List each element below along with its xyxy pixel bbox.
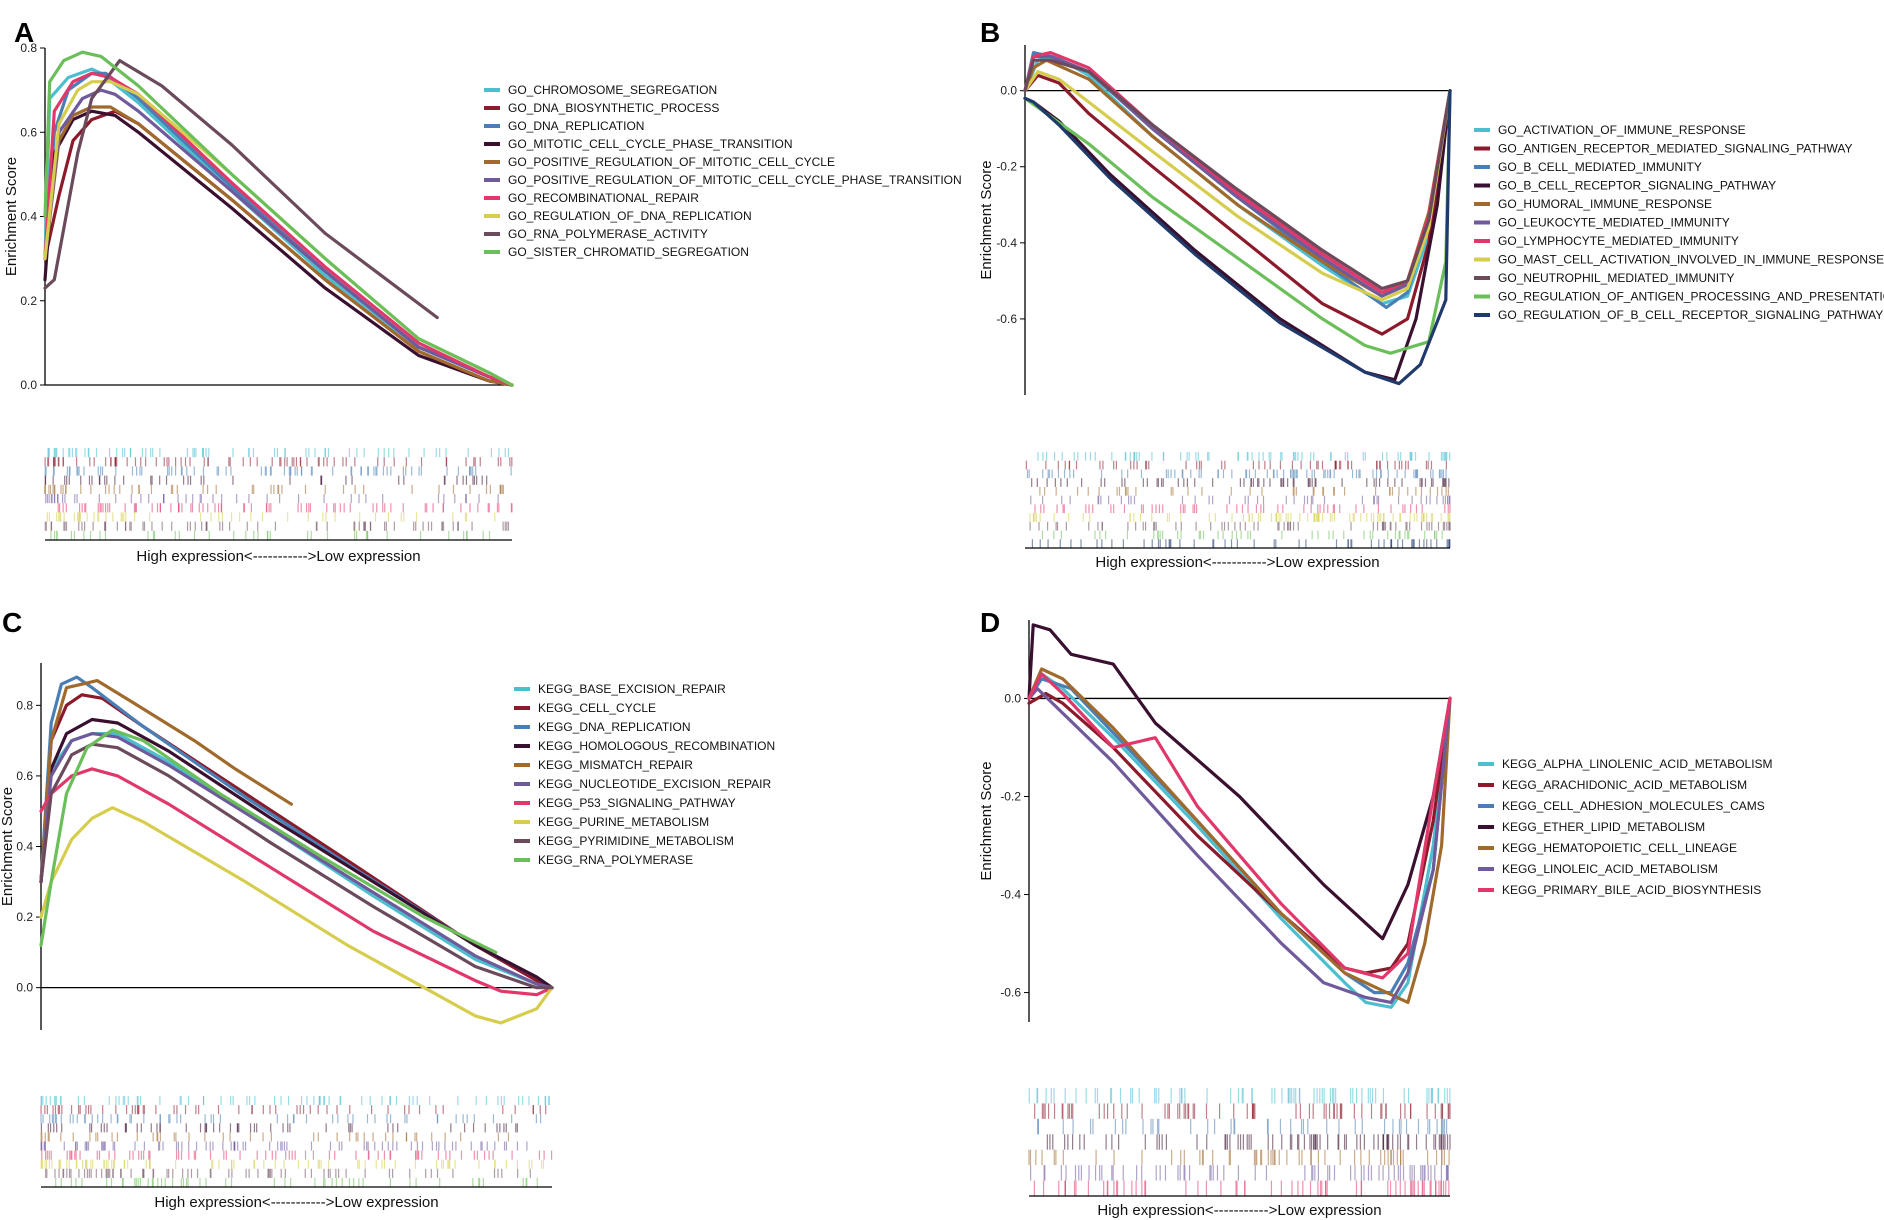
y-tick-label: 0.6 (16, 769, 33, 783)
legend-entry: KEGG_MISMATCH_REPAIR (538, 758, 693, 772)
x-axis-label: High expression<----------->Low expressi… (136, 548, 420, 565)
legend-entry: KEGG_HEMATOPOIETIC_CELL_LINEAGE (1502, 841, 1737, 855)
legend-entry: KEGG_RNA_POLYMERASE (538, 853, 693, 867)
y-tick-label: -0.4 (1000, 888, 1021, 902)
y-tick-label: 0.6 (20, 125, 37, 139)
series-line-kegg-ether-lipid-metabolism (1027, 623, 1452, 941)
panel-label: B (980, 17, 1000, 48)
series-line-go-activation-of-immune-response (1023, 54, 1452, 306)
legend-entry: KEGG_ETHER_LIPID_METABOLISM (1502, 820, 1705, 834)
legend-entry: GO_NEUTROPHIL_MEDIATED_IMMUNITY (1498, 271, 1734, 285)
y-tick-label: 0.0 (20, 378, 37, 392)
series-line-kegg-nucleotide-excision-repair (39, 732, 554, 990)
y-tick-label: 0.2 (20, 294, 37, 308)
y-tick-label: -0.6 (996, 312, 1017, 326)
y-tick-label: 0.4 (16, 840, 33, 854)
panel-c: C 0.0 0.2 0.4 0.6 0.8 Enrichment Score KEGG_BAS… (0, 607, 775, 1211)
x-axis-label: High expression<----------->Low expressi… (154, 1194, 438, 1211)
series-line-go-antigen-receptor-mediated-signaling-pathway (1023, 73, 1452, 336)
legend-entry: GO_REGULATION_OF_DNA_REPLICATION (508, 209, 752, 223)
legend-entry: KEGG_LINOLEIC_ACID_METABOLISM (1502, 862, 1718, 876)
series-line-go-regulation-of-antigen-processing-and-presentation (1023, 89, 1452, 355)
panel-label: D (980, 607, 1000, 638)
series-line-kegg-pyrimidine-metabolism (39, 742, 554, 990)
legend-entry: GO_ACTIVATION_OF_IMMUNE_RESPONSE (1498, 123, 1746, 137)
series-line-go-leukocyte-mediated-immunity (1023, 54, 1452, 298)
legend-entry: GO_DNA_BIOSYNTHETIC_PROCESS (508, 101, 719, 115)
series-line-kegg-mismatch-repair (39, 679, 293, 884)
legend-entry: KEGG_PYRIMIDINE_METABOLISM (538, 834, 734, 848)
y-tick-label: 0.0 (1000, 84, 1017, 98)
legend-entry: GO_CHROMOSOME_SEGREGATION (508, 83, 717, 97)
series-line-go-mast-cell-activation-involved-in-immune-response (1023, 70, 1452, 302)
series-line-kegg-homologous-recombination (39, 717, 554, 990)
legend-entry: KEGG_P53_SIGNALING_PATHWAY (538, 796, 736, 810)
legend-entry: GO_RECOMBINATIONAL_REPAIR (508, 191, 699, 205)
legend-entry: GO_REGULATION_OF_B_CELL_RECEPTOR_SIGNALI… (1498, 308, 1883, 322)
legend-entry: GO_HUMORAL_IMMUNE_RESPONSE (1498, 197, 1712, 211)
legend-entry: GO_POSITIVE_REGULATION_OF_MITOTIC_CELL_C… (508, 155, 835, 169)
series-line-go-rna-polymerase-activity (43, 59, 439, 320)
series-line-go-positive-regulation-of-mitotic-cell-cycle (43, 105, 514, 387)
series-line-go-sister-chromatid-segregation (43, 50, 514, 387)
panel-d: D 0.0 -0.2 -0.4 -0.6 Enrichment Score KEGG_ALP… (978, 607, 1773, 1219)
panel-b: B 0.0 -0.2 -0.4 -0.6 Enrichment Score GO_ACTIV… (978, 17, 1884, 571)
series-line-go-humoral-immune-response (1023, 58, 1452, 298)
y-tick-label: 0.8 (20, 41, 37, 55)
legend-entry: GO_POSITIVE_REGULATION_OF_MITOTIC_CELL_C… (508, 173, 962, 187)
legend-entry: GO_MITOTIC_CELL_CYCLE_PHASE_TRANSITION (508, 137, 793, 151)
y-tick-label: 0.2 (16, 910, 33, 924)
legend-entry: KEGG_PRIMARY_BILE_ACID_BIOSYNTHESIS (1502, 883, 1761, 897)
legend-entry: GO_ANTIGEN_RECEPTOR_MEDIATED_SIGNALING_P… (1498, 142, 1853, 156)
y-axis-label: Enrichment Score (3, 157, 20, 276)
series-line-kegg-linoleic-acid-metabolism (1027, 687, 1452, 1004)
x-axis-label: High expression<----------->Low expressi… (1095, 554, 1379, 571)
panel-label: C (2, 607, 22, 638)
series-line-kegg-hematopoietic-cell-lineage (1027, 667, 1452, 1004)
legend-entry: GO_LEUKOCYTE_MEDIATED_IMMUNITY (1498, 216, 1730, 230)
legend-entry: KEGG_ARACHIDONIC_ACID_METABOLISM (1502, 778, 1747, 792)
legend-entry: GO_REGULATION_OF_ANTIGEN_PROCESSING_AND_… (1498, 290, 1884, 304)
legend-entry: KEGG_CELL_CYCLE (538, 701, 656, 715)
legend-entry: KEGG_PURINE_METABOLISM (538, 815, 709, 829)
series-line-go-neutrophil-mediated-immunity (1023, 58, 1452, 291)
legend-entry: GO_DNA_REPLICATION (508, 119, 644, 133)
y-tick-label: 0.4 (20, 210, 37, 224)
series-line-kegg-rna-polymerase (39, 728, 498, 954)
legend-entry: KEGG_ALPHA_LINOLENIC_ACID_METABOLISM (1502, 757, 1773, 771)
series-line-kegg-primary-bile-acid-biosynthesis (1027, 672, 1452, 980)
legend-entry: KEGG_DNA_REPLICATION (538, 720, 690, 734)
legend-entry: KEGG_HOMOLOGOUS_RECOMBINATION (538, 739, 775, 753)
legend-entry: KEGG_BASE_EXCISION_REPAIR (538, 682, 726, 696)
legend-entry: GO_MAST_CELL_ACTIVATION_INVOLVED_IN_IMMU… (1498, 253, 1884, 267)
panel-label: A (14, 17, 34, 48)
series-line-kegg-p53-signaling-pathway (39, 767, 554, 997)
legend-entry: GO_B_CELL_RECEPTOR_SIGNALING_PATHWAY (1498, 179, 1776, 193)
y-tick-label: 0.0 (1004, 691, 1021, 705)
y-tick-label: -0.6 (1000, 986, 1021, 1000)
x-axis-label: High expression<----------->Low expressi… (1097, 1202, 1381, 1219)
series-line-go-positive-regulation-of-mitotic-cell-cycle-phase-transition (43, 88, 514, 387)
legend-entry: KEGG_CELL_ADHESION_MOLECULES_CAMS (1502, 799, 1765, 813)
legend-entry: GO_LYMPHOCYTE_MEDIATED_IMMUNITY (1498, 234, 1739, 248)
series-line-kegg-purine-metabolism (39, 806, 554, 1025)
series-line-go-regulation-of-b-cell-receptor-signaling-pathway (1023, 89, 1452, 386)
y-tick-label: 0.0 (16, 981, 33, 995)
y-axis-label: Enrichment Score (978, 761, 995, 880)
y-tick-label: -0.2 (996, 160, 1017, 174)
y-tick-label: -0.2 (1000, 789, 1021, 803)
panel-a: A 0.0 0.2 0.4 0.6 0.8 Enrichment Score GO_CHROM… (3, 17, 962, 565)
legend-entry: GO_SISTER_CHROMATID_SEGREGATION (508, 245, 749, 259)
series-line-go-mitotic-cell-cycle-phase-transition (43, 109, 514, 387)
y-axis-label: Enrichment Score (0, 787, 16, 906)
legend-entry: KEGG_NUCLEOTIDE_EXCISION_REPAIR (538, 777, 772, 791)
y-tick-label: -0.4 (996, 236, 1017, 250)
y-tick-label: 0.8 (16, 698, 33, 712)
legend-entry: GO_RNA_POLYMERASE_ACTIVITY (508, 227, 708, 241)
y-axis-label: Enrichment Score (978, 160, 995, 279)
legend-entry: GO_B_CELL_MEDIATED_IMMUNITY (1498, 160, 1702, 174)
